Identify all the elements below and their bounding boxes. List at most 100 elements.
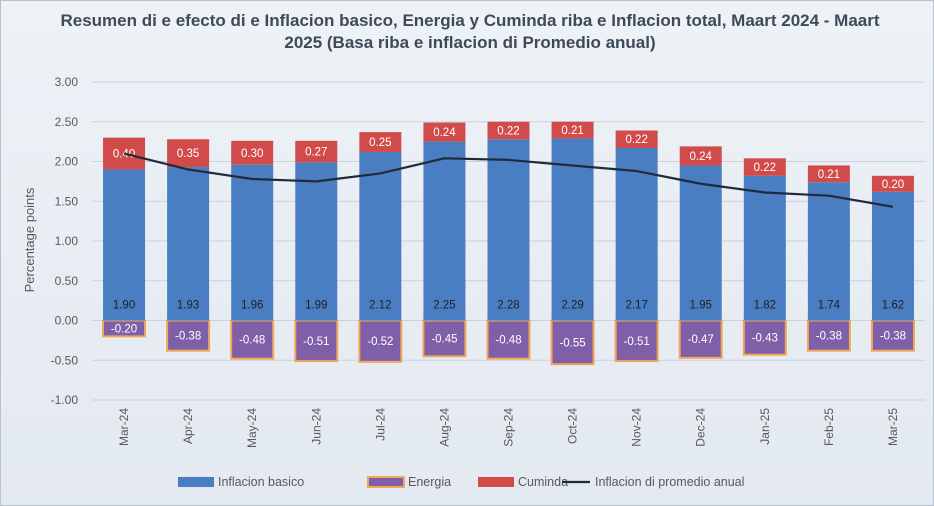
chart-title: Resumen di e efecto di e Inflacion basic… [60,11,880,52]
y-tick-label: 0.00 [55,314,79,328]
basico-data-label: 1.74 [818,300,841,312]
y-tick-label: 0.50 [55,274,79,288]
cuminda-bar [871,175,914,192]
energia-bar [230,319,275,360]
y-axis-ticks: 3.00 2.50 2.00 1.50 1.00 0.50 0.00 -0.50 -1.00 [51,75,79,407]
basico-bar [679,165,722,321]
x-tick-label: Mar-25 [886,408,900,446]
cuminda-bar [231,140,274,165]
y-tick-label: 1.50 [55,194,79,208]
basico-data-label: 2.12 [369,300,391,312]
energia-bar [166,319,211,352]
cuminda-data-label: 0.25 [369,137,391,149]
basico-bar [743,175,786,321]
x-tick-label: Sep-24 [502,408,516,447]
average-line [123,152,894,208]
energia-data-label: -0.38 [816,331,842,343]
cuminda-data-label: 0.22 [625,134,647,146]
energia-bar [294,319,339,363]
legend-swatch [478,477,514,487]
cuminda-data-label: 0.21 [561,125,583,137]
cuminda-bar [551,121,594,139]
energia-data-label: -0.43 [752,333,778,345]
y-tick-label: 1.00 [55,234,79,248]
energia-data-label: -0.51 [624,336,650,348]
cuminda-data-label: 0.24 [433,127,456,139]
cuminda-data-label: 0.30 [241,148,263,160]
cuminda-bar [295,140,338,163]
cuminda-bar [615,130,658,148]
x-tick-label: Nov-24 [630,408,644,447]
cuminda-data-label: 0.24 [690,151,713,163]
energia-data-label: -0.48 [239,335,265,347]
energia-bar [742,319,787,356]
basico-bar [423,141,466,321]
cuminda-bar [807,165,850,183]
cuminda-data-label: 0.21 [818,169,840,181]
y-tick-label: 3.00 [55,75,79,89]
y-tick-label: -1.00 [51,393,79,407]
cuminda-data-label: 0.22 [497,125,519,137]
legend: Inflacion basico Energia Cuminda Inflacion … [178,475,744,489]
energia-data-label: -0.20 [111,323,137,335]
energia-data-label: -0.45 [431,333,457,345]
basico-bar [359,151,402,321]
cuminda-bar [167,139,210,168]
energia-data-label: -0.51 [303,336,329,348]
x-tick-label: Jul-24 [373,408,387,441]
basico-bar [615,147,658,321]
x-tick-label: Dec-24 [694,408,708,447]
basico-data-label: 1.82 [754,300,776,312]
cuminda-data-label: 0.20 [882,179,904,191]
x-tick-label: Feb-25 [822,408,836,446]
cuminda-bar [423,122,466,142]
bars: -0.201.900.40-0.381.930.35-0.481.960.30-… [102,121,915,366]
basico-data-label: 2.29 [561,300,583,312]
x-tick-label: Jan-25 [758,408,772,445]
basico-bar [231,164,274,321]
cuminda-data-label: 0.27 [305,147,327,159]
cuminda-bar [359,132,402,152]
x-tick-label: Mar-24 [117,408,131,446]
y-axis-label: Percentage points [22,187,37,292]
x-tick-label: Jun-24 [309,408,323,445]
legend-label: Cuminda [518,475,568,489]
x-tick-label: Aug-24 [437,408,451,447]
basico-data-label: 2.17 [625,300,647,312]
energia-data-label: -0.52 [367,336,393,348]
basico-bar [167,167,210,321]
legend-swatch [178,477,214,487]
basico-data-label: 1.96 [241,300,263,312]
energia-data-label: -0.38 [880,331,906,343]
x-axis-ticks: Mar-24 Apr-24 May-24 Jun-24 Jul-24 Aug-24 Sep-… [117,408,900,448]
energia-data-label: -0.55 [559,337,585,349]
x-tick-label: May-24 [245,408,259,448]
basico-data-label: 2.25 [433,300,455,312]
legend-label: Energia [408,475,451,489]
y-tick-label: 2.50 [55,115,79,129]
promedio-series-line [123,152,894,208]
basico-data-label: 1.93 [177,300,199,312]
basico-bar [487,139,530,321]
y-tick-label: 2.00 [55,155,79,169]
basico-data-label: 1.90 [113,300,135,312]
basico-bar [871,191,914,321]
cuminda-bar [743,158,786,176]
energia-bar [806,319,851,352]
basico-bar [295,162,338,321]
legend-swatch [367,476,405,488]
basico-bar [551,138,594,321]
cuminda-bar [103,137,146,170]
legend-label: Inflacion basico [218,475,304,489]
y-tick-label: -0.50 [51,353,79,367]
cuminda-bar [487,121,530,140]
legend-label: Inflacion di promedio anual [595,475,744,489]
energia-data-label: -0.48 [495,335,521,347]
basico-data-label: 1.62 [882,300,904,312]
cuminda-data-label: 0.35 [177,148,199,160]
x-tick-label: Apr-24 [181,408,195,444]
basico-data-label: 1.99 [305,300,327,312]
basico-data-label: 1.95 [690,300,712,312]
x-tick-label: Oct-24 [566,408,580,444]
